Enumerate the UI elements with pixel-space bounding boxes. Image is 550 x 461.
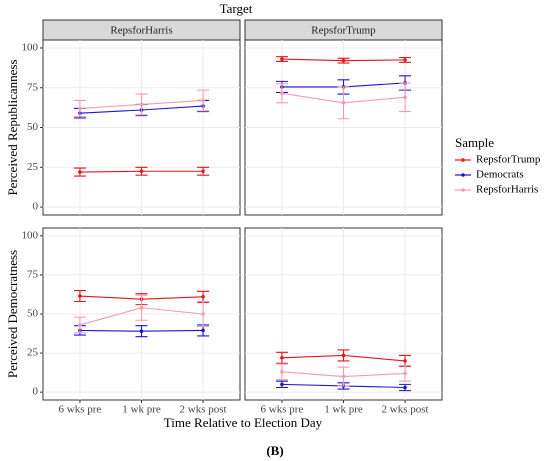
facet-label: RepsforHarris <box>110 25 172 37</box>
facet-label: RepsforTrump <box>311 25 376 37</box>
x-tick-label: 6 wks pre <box>261 404 304 416</box>
point <box>341 101 346 105</box>
point <box>78 170 82 174</box>
point <box>201 312 205 316</box>
point <box>403 95 407 100</box>
y-tick-label: 0 <box>33 201 39 213</box>
legend-swatch-point <box>461 188 465 192</box>
y-tick-label: 100 <box>22 41 39 53</box>
x-tick-label: 2 wks post <box>180 404 227 416</box>
point <box>403 371 407 376</box>
y-tick-label: 75 <box>27 81 39 93</box>
point <box>341 58 346 63</box>
point <box>280 382 284 387</box>
y-tick-label: 50 <box>27 121 39 133</box>
x-axis-title: Time Relative to Election Day <box>164 415 323 430</box>
point <box>78 294 82 298</box>
legend-label: Democrats <box>476 169 524 181</box>
point <box>139 169 144 174</box>
point <box>280 57 284 61</box>
y-tick-label: 25 <box>27 161 39 173</box>
point <box>78 323 82 327</box>
point <box>403 58 407 62</box>
y-tick-label: 0 <box>33 386 39 398</box>
y-tick-label: 50 <box>27 308 39 320</box>
y-axis-title: Perceived Republicanness <box>5 59 20 195</box>
point <box>139 329 144 334</box>
point <box>280 91 284 96</box>
point <box>280 355 284 360</box>
x-tick-label: 6 wks pre <box>59 404 102 416</box>
point <box>201 169 205 174</box>
point <box>341 374 346 379</box>
y-tick-label: 25 <box>27 347 39 359</box>
x-tick-label: 1 wk pre <box>122 404 161 416</box>
legend-swatch-point <box>461 158 465 162</box>
point <box>403 385 407 390</box>
legend-swatch-point <box>461 173 465 177</box>
legend-title: Sample <box>455 135 494 150</box>
y-axis-title: Perceived Democratness <box>5 250 20 378</box>
point <box>341 353 346 358</box>
y-tick-label: 75 <box>27 268 39 280</box>
point <box>403 359 407 363</box>
x-tick-label: 1 wk pre <box>324 404 363 416</box>
point <box>201 328 205 333</box>
y-tick-label: 100 <box>22 229 39 241</box>
x-tick-label: 2 wks post <box>382 404 429 416</box>
point <box>201 295 205 299</box>
point <box>201 98 205 103</box>
legend-label: RepsforTrump <box>476 154 541 166</box>
caption: (B) <box>266 443 283 458</box>
point <box>139 102 144 107</box>
point <box>280 370 284 374</box>
chart-title: Target <box>220 1 253 16</box>
point <box>78 106 82 111</box>
point <box>139 305 144 310</box>
legend-label: RepsforHarris <box>476 184 538 196</box>
